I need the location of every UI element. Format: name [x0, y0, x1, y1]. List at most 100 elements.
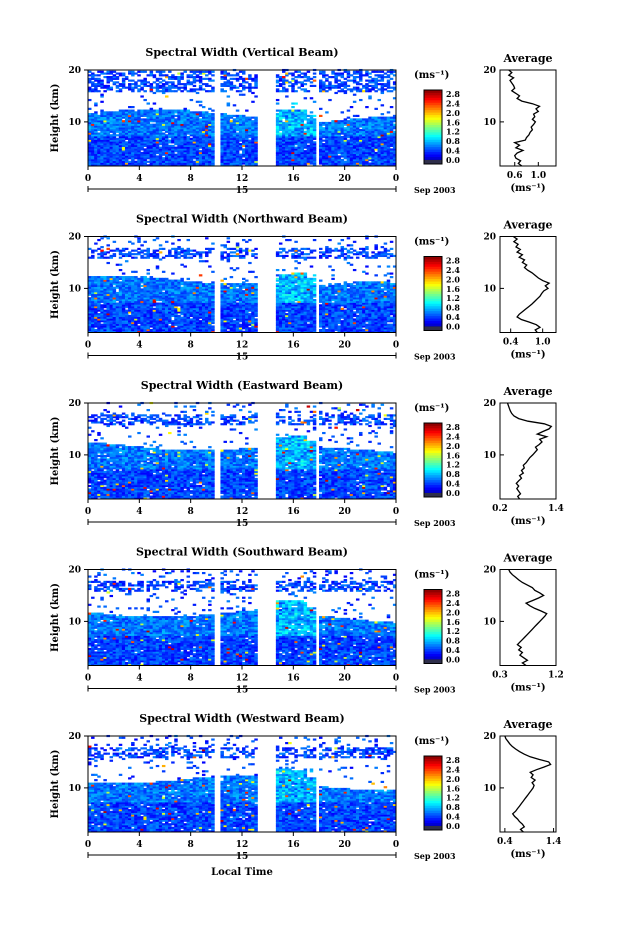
x-tick-label: 12	[236, 840, 249, 850]
average-x-tick-label: 1.0	[535, 338, 551, 348]
date-marker: 15	[236, 519, 249, 529]
colorbar-frame	[423, 589, 443, 664]
colorbar-segment	[424, 141, 442, 145]
colorbar-segment	[424, 295, 442, 299]
colorbar-segment	[424, 795, 442, 799]
colorbar-tick-label: 1.6	[446, 783, 460, 793]
colorbar	[423, 589, 443, 664]
colorbar-frame	[423, 755, 443, 831]
colorbar-segment	[424, 112, 442, 116]
colorbar-segment	[424, 122, 442, 125]
colorbar-segment	[424, 313, 442, 317]
heatmap-cells	[88, 401, 397, 500]
colorbar-segment	[424, 815, 442, 819]
colorbar-segment	[424, 812, 442, 816]
colorbar-segment	[424, 131, 442, 135]
date-label: Sep 2003	[414, 518, 456, 528]
colorbar-segment	[424, 653, 442, 657]
average-frame	[499, 569, 557, 666]
colorbar-segment	[424, 97, 442, 101]
average-profile-line	[512, 235, 551, 333]
average-y-tick-label: 20	[483, 399, 496, 409]
colorbar-unit: (ms⁻¹)	[414, 570, 449, 581]
colorbar-segment	[424, 810, 442, 814]
colorbar-segment	[424, 601, 442, 605]
colorbar-segment	[424, 621, 442, 625]
colorbar-segment	[424, 99, 442, 103]
y-tick-label: 20	[68, 566, 81, 576]
colorbar-segment	[424, 455, 442, 458]
average-x-tick-label: 1.4	[548, 504, 564, 514]
colorbar-segment	[424, 154, 442, 157]
colorbar-segment	[424, 127, 442, 130]
date-marker: 15	[236, 353, 249, 363]
colorbar-segment	[424, 482, 442, 486]
average-profile-line	[506, 402, 553, 500]
colorbar-segment	[424, 800, 442, 804]
x-tick-label: 16	[287, 840, 300, 850]
average-x-label: (ms⁻¹)	[510, 350, 545, 361]
colorbar-tick-label: 1.6	[446, 450, 460, 460]
colorbar-segment	[424, 281, 442, 285]
average-y-tick-label: 10	[483, 284, 496, 294]
colorbar-segment	[424, 144, 442, 148]
colorbar-segment	[424, 477, 442, 481]
colorbar-tick-label: 2.0	[446, 108, 460, 118]
colorbar-tick-label: 0.0	[446, 322, 460, 332]
colorbar-segment	[424, 599, 442, 603]
colorbar-tick-label: 0.4	[446, 312, 460, 322]
average-x-tick-label: 0.4	[497, 837, 513, 847]
colorbar-segment	[424, 320, 442, 324]
y-axis-label: Height (km)	[50, 84, 61, 153]
colorbar-segment	[424, 92, 442, 96]
average-title: Average	[502, 52, 552, 65]
date-marker: 15	[236, 686, 249, 696]
colorbar-tick-label: 1.2	[446, 293, 460, 303]
colorbar-segment	[424, 94, 442, 98]
panel-title: Spectral Width (Eastward Beam)	[141, 379, 343, 392]
colorbar-segment	[424, 293, 442, 297]
colorbar-segment	[424, 303, 442, 307]
colorbar-segment	[424, 770, 442, 774]
average-x-tick-label: 0.3	[492, 671, 508, 681]
average-title: Average	[502, 219, 552, 232]
colorbar-segment	[424, 136, 442, 140]
x-tick-label: 20	[338, 840, 351, 850]
x-tick-label: 12	[236, 174, 249, 184]
colorbar-segment	[424, 300, 442, 304]
colorbar-low-bin	[424, 493, 442, 497]
colorbar-segment	[424, 460, 442, 463]
colorbar-tick-label: 0.0	[446, 655, 460, 665]
average-title: Average	[502, 718, 552, 731]
x-tick-label: 0	[85, 341, 91, 351]
colorbar-segment	[424, 636, 442, 640]
colorbar	[423, 422, 443, 498]
x-tick-label: 0	[85, 840, 91, 850]
colorbar-segment	[424, 310, 442, 314]
average-x-tick-label: 0.6	[507, 171, 523, 181]
y-tick-label: 10	[68, 284, 81, 294]
colorbar-segment	[424, 442, 442, 446]
heatmap-cells	[88, 568, 397, 666]
colorbar-segment	[424, 619, 442, 622]
colorbar-segment	[424, 276, 442, 280]
colorbar-tick-label: 2.0	[446, 774, 460, 784]
colorbar-tick-label: 2.4	[446, 265, 460, 275]
date-label: Sep 2003	[414, 851, 456, 861]
colorbar-segment	[424, 308, 442, 312]
colorbar-tick-label: 0.4	[446, 146, 460, 156]
colorbar-segment	[424, 472, 442, 476]
colorbar-tick-label: 2.8	[446, 755, 460, 765]
colorbar-segment	[424, 484, 442, 488]
average-y-tick-label: 10	[483, 784, 496, 794]
average-title: Average	[502, 552, 552, 565]
colorbar-segment	[424, 616, 442, 620]
colorbar-segment	[424, 146, 442, 150]
x-tick-label: 8	[188, 507, 194, 517]
colorbar-unit: (ms⁻¹)	[414, 736, 449, 747]
colorbar-tick-label: 1.2	[446, 793, 460, 803]
average-x-tick-label: 0.4	[503, 338, 519, 348]
colorbar-segment	[424, 648, 442, 652]
colorbar-low-bin	[424, 826, 442, 830]
colorbar-segment	[424, 114, 442, 118]
